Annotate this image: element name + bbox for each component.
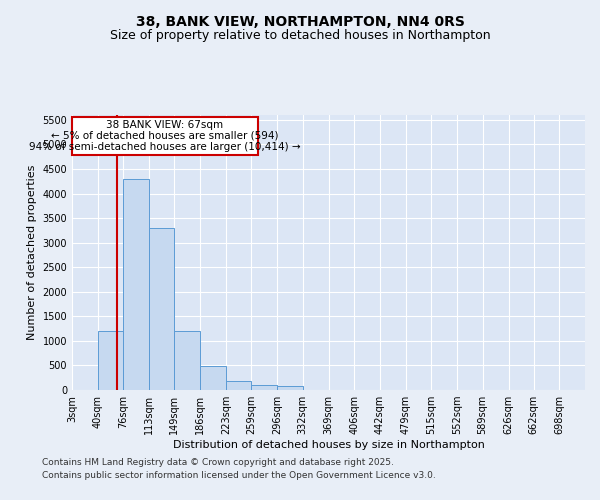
Text: Size of property relative to detached houses in Northampton: Size of property relative to detached ho…: [110, 28, 490, 42]
Bar: [226, 380, 251, 390]
Text: 38 BANK VIEW: 67sqm: 38 BANK VIEW: 67sqm: [106, 120, 223, 130]
Text: Contains public sector information licensed under the Open Government Licence v3: Contains public sector information licen…: [42, 472, 436, 480]
Bar: [175, 331, 200, 390]
Bar: [149, 228, 175, 390]
Text: 38, BANK VIEW, NORTHAMPTON, NN4 0RS: 38, BANK VIEW, NORTHAMPTON, NN4 0RS: [136, 16, 464, 30]
Bar: [251, 386, 277, 390]
Bar: [123, 179, 149, 390]
Text: Contains HM Land Registry data © Crown copyright and database right 2025.: Contains HM Land Registry data © Crown c…: [42, 458, 394, 467]
Bar: [200, 366, 226, 390]
Bar: [277, 386, 302, 390]
Text: ← 5% of detached houses are smaller (594): ← 5% of detached houses are smaller (594…: [51, 130, 278, 140]
Text: 94% of semi-detached houses are larger (10,414) →: 94% of semi-detached houses are larger (…: [29, 142, 301, 152]
Bar: [98, 331, 123, 390]
Y-axis label: Number of detached properties: Number of detached properties: [27, 165, 37, 340]
FancyBboxPatch shape: [72, 117, 258, 156]
X-axis label: Distribution of detached houses by size in Northampton: Distribution of detached houses by size …: [173, 440, 484, 450]
